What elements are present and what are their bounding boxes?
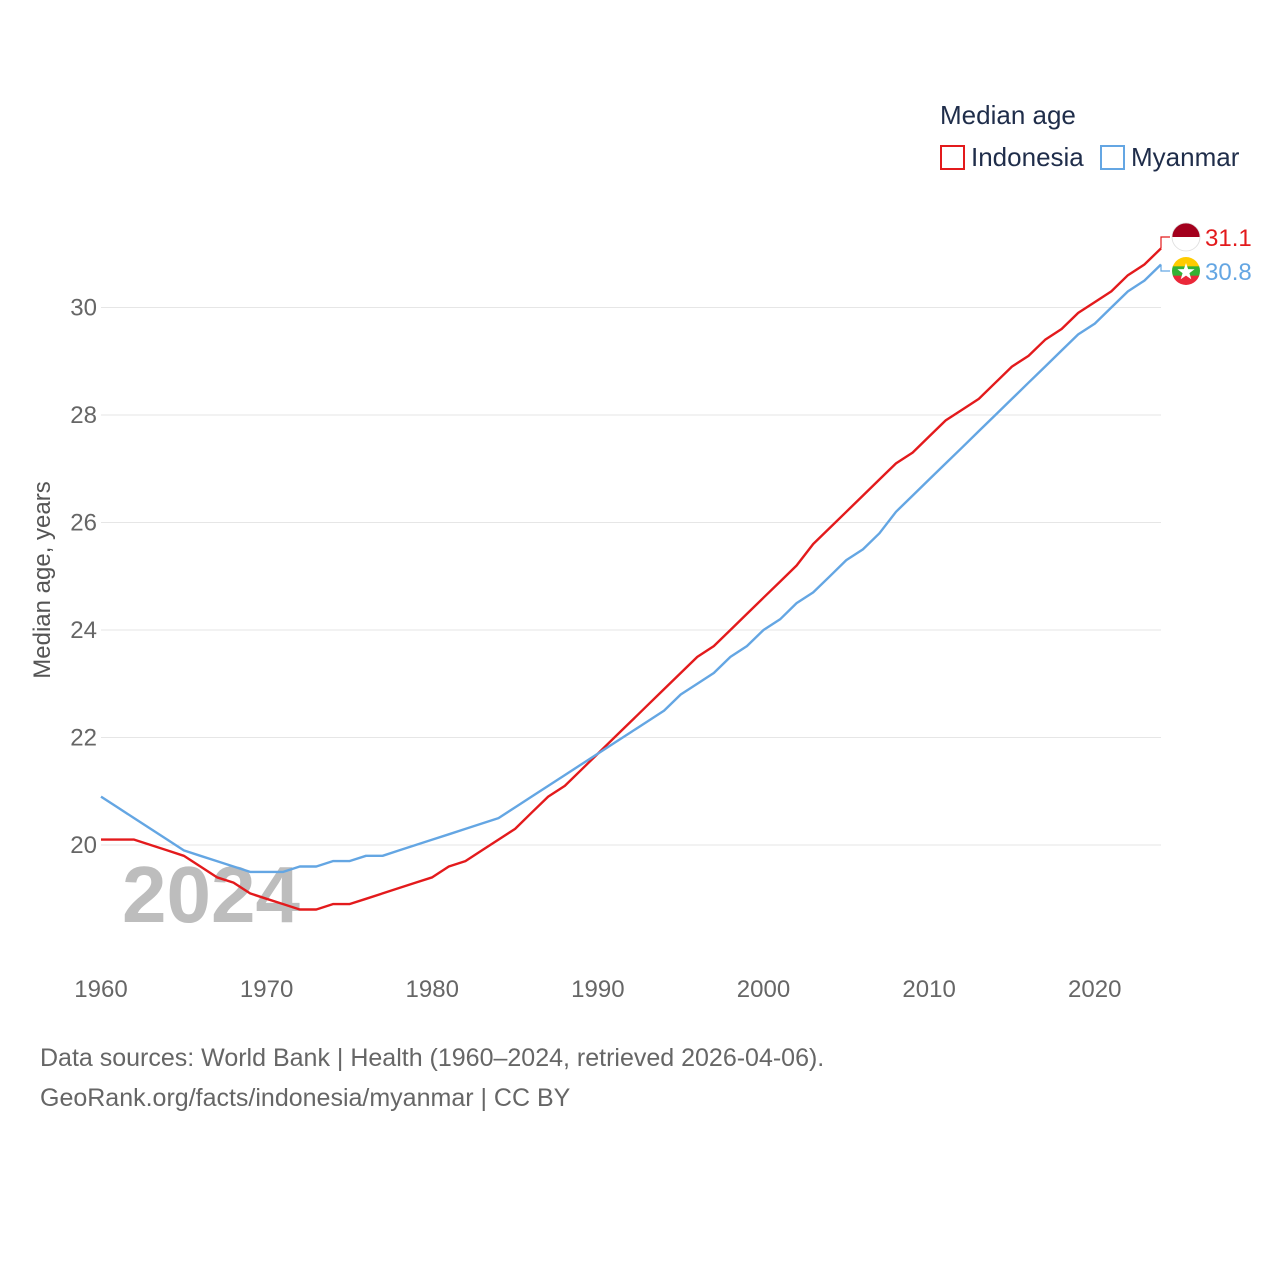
legend-label-indonesia: Indonesia: [971, 142, 1084, 172]
series-line-indonesia[interactable]: [101, 247, 1162, 911]
y-tick-label-26: 26: [70, 510, 97, 537]
x-tick-label-1960: 1960: [74, 976, 127, 1003]
x-tick-label-2000: 2000: [737, 976, 790, 1003]
end-value-label-myanmar: 30.8: [1205, 259, 1252, 286]
legend-swatch-indonesia: [940, 145, 965, 170]
x-tick-label-2020: 2020: [1068, 976, 1121, 1003]
legend-swatch-myanmar: [1100, 145, 1125, 170]
y-tick-label-20: 20: [70, 832, 97, 859]
legend-label-myanmar: Myanmar: [1131, 142, 1240, 172]
legend-item-indonesia[interactable]: Indonesia: [940, 142, 1084, 172]
y-tick-label-22: 22: [70, 725, 97, 752]
legend-item-myanmar[interactable]: Myanmar: [1100, 142, 1240, 172]
data-sources-note: Data sources: World Bank | Health (1960–…: [40, 1044, 825, 1072]
attribution-link[interactable]: GeoRank.org/facts/indonesia/myanmar | CC…: [40, 1084, 571, 1112]
y-tick-label-28: 28: [70, 402, 97, 429]
x-tick-label-1980: 1980: [406, 976, 459, 1003]
x-tick-label-2010: 2010: [902, 976, 955, 1003]
end-marker-myanmar: 30.8: [1160, 257, 1252, 286]
year-watermark: 2024: [122, 850, 300, 939]
end-marker-indonesia: 31.1: [1160, 222, 1252, 252]
legend-title: Median age: [940, 100, 1076, 130]
end-markers: 31.1 30.8: [1160, 222, 1252, 286]
myanmar-flag-icon: [1172, 257, 1200, 285]
end-connector-indonesia: [1160, 236, 1170, 249]
y-axis-title: Median age, years: [29, 481, 56, 678]
end-connector-myanmar: [1160, 264, 1170, 272]
series-line-myanmar[interactable]: [100, 263, 1162, 874]
x-tick-label-1970: 1970: [240, 976, 293, 1003]
legend: Median age Indonesia Myanmar: [940, 100, 1240, 172]
series-lines: [100, 247, 1162, 911]
indonesia-flag-icon: [1171, 222, 1201, 252]
x-axis-ticks: 1960 1970 1980 1990 2000 2010 2020: [74, 976, 1121, 1003]
y-axis-ticks: 20 22 24 26 28 30: [70, 295, 97, 860]
grid-lines: [101, 307, 1161, 846]
end-value-label-indonesia: 31.1: [1205, 225, 1252, 252]
median-age-chart: 20 22 24 26 28 30 1960 1970 1980 1990 2000 2010 202…: [29, 100, 1252, 1003]
x-tick-label-1990: 1990: [571, 976, 624, 1003]
y-tick-label-24: 24: [70, 617, 97, 644]
y-tick-label-30: 30: [70, 295, 97, 322]
